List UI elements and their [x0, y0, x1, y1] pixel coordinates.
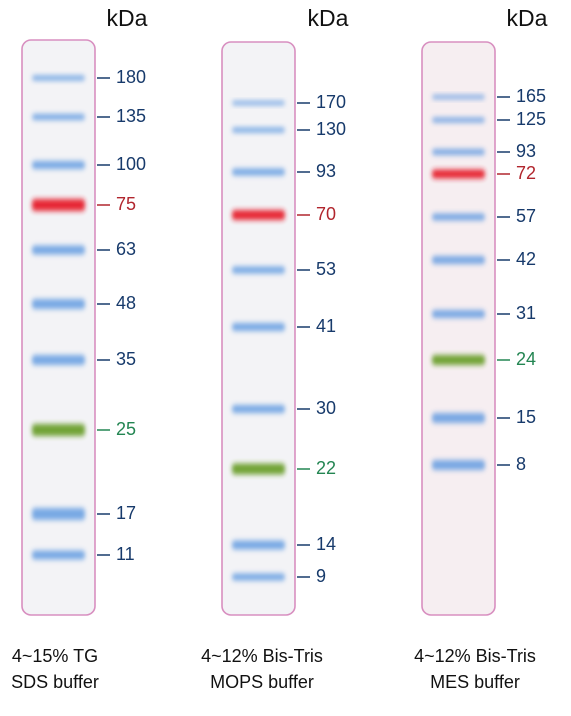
band [32, 355, 85, 365]
band [432, 95, 485, 99]
band-label: 170 [316, 92, 346, 112]
band [432, 460, 485, 470]
band-label: 130 [316, 119, 346, 139]
band [232, 323, 285, 331]
band-label: 53 [316, 259, 336, 279]
lane-caption: SDS buffer [11, 672, 99, 692]
band [32, 508, 85, 520]
band [232, 405, 285, 413]
band-label: 70 [316, 204, 336, 224]
band-label: 93 [516, 141, 536, 161]
unit-label: kDa [507, 5, 548, 31]
lane-caption: 4~15% TG [12, 646, 98, 666]
band-label: 63 [116, 239, 136, 259]
band-label: 48 [116, 293, 136, 313]
lane-caption: 4~12% Bis-Tris [201, 646, 323, 666]
band-label: 75 [116, 194, 136, 214]
band [232, 210, 285, 220]
band-label: 180 [116, 67, 146, 87]
band [232, 573, 285, 581]
band [432, 149, 485, 155]
band-label: 72 [516, 163, 536, 183]
unit-label: kDa [308, 5, 349, 31]
gel-lane [421, 41, 496, 616]
band-label: 165 [516, 86, 546, 106]
band-label: 14 [316, 534, 336, 554]
band-label: 24 [516, 349, 536, 369]
unit-label: kDa [107, 5, 148, 31]
lane-caption: 4~12% Bis-Tris [414, 646, 536, 666]
band-label: 100 [116, 154, 146, 174]
gel-lane [21, 39, 96, 616]
band [32, 299, 85, 309]
band [232, 127, 285, 133]
band-label: 41 [316, 316, 336, 336]
band-label: 25 [116, 419, 136, 439]
band-label: 15 [516, 407, 536, 427]
band [432, 117, 485, 123]
band-label: 30 [316, 398, 336, 418]
band [232, 540, 285, 550]
band [32, 245, 85, 255]
band-label: 135 [116, 106, 146, 126]
band [432, 310, 485, 318]
band-label: 31 [516, 303, 536, 323]
band [232, 101, 285, 105]
band [32, 199, 85, 211]
band [32, 161, 85, 169]
band-label: 22 [316, 458, 336, 478]
band [32, 550, 85, 560]
lane-caption: MES buffer [430, 672, 520, 692]
band-label: 93 [316, 161, 336, 181]
band [432, 413, 485, 423]
band [432, 355, 485, 365]
band [432, 256, 485, 264]
band-label: 42 [516, 249, 536, 269]
band [232, 463, 285, 475]
band [432, 169, 485, 179]
band [232, 266, 285, 274]
band-label: 17 [116, 503, 136, 523]
lane-caption: MOPS buffer [210, 672, 314, 692]
band [32, 75, 85, 81]
band [32, 114, 85, 120]
band [32, 424, 85, 436]
band-label: 125 [516, 109, 546, 129]
band-label: 8 [516, 454, 526, 474]
band [232, 168, 285, 176]
band-label: 9 [316, 566, 326, 586]
band-label: 57 [516, 206, 536, 226]
band [432, 213, 485, 221]
band-label: 35 [116, 349, 136, 369]
band-label: 11 [116, 544, 135, 564]
